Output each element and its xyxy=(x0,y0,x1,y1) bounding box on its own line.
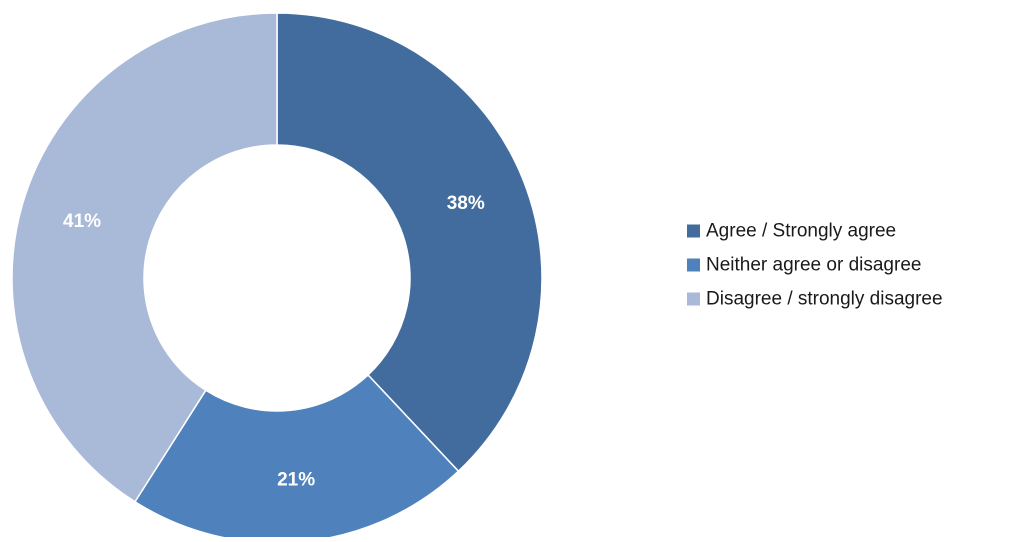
slice-neither-agree-or-disagree xyxy=(133,373,460,542)
legend-label: Disagree / strongly disagree xyxy=(706,289,943,310)
legend-swatch xyxy=(687,224,700,238)
slice-label-disagree-strongly-disagree: 41% xyxy=(63,211,101,232)
legend-item-neither-agree-or-disagree: Neither agree or disagree xyxy=(687,255,921,276)
slice-label-agree-strongly-agree: 38% xyxy=(447,193,485,214)
slice-labels-layer: 38% 21% 41% xyxy=(63,193,485,491)
slices-layer xyxy=(11,12,543,542)
legend-item-disagree-strongly-disagree: Disagree / strongly disagree xyxy=(687,289,943,310)
legend-swatch xyxy=(687,258,700,272)
legend-swatch xyxy=(687,292,700,306)
legend: Agree / Strongly agree Neither agree or d… xyxy=(687,221,943,310)
legend-item-agree-strongly-agree: Agree / Strongly agree xyxy=(687,221,896,242)
slice-disagree-strongly-disagree xyxy=(11,12,278,503)
slice-agree-strongly-agree xyxy=(276,12,543,473)
slice-label-neither-agree-or-disagree: 21% xyxy=(277,470,315,491)
legend-label: Agree / Strongly agree xyxy=(706,221,896,242)
legend-label: Neither agree or disagree xyxy=(706,255,921,276)
